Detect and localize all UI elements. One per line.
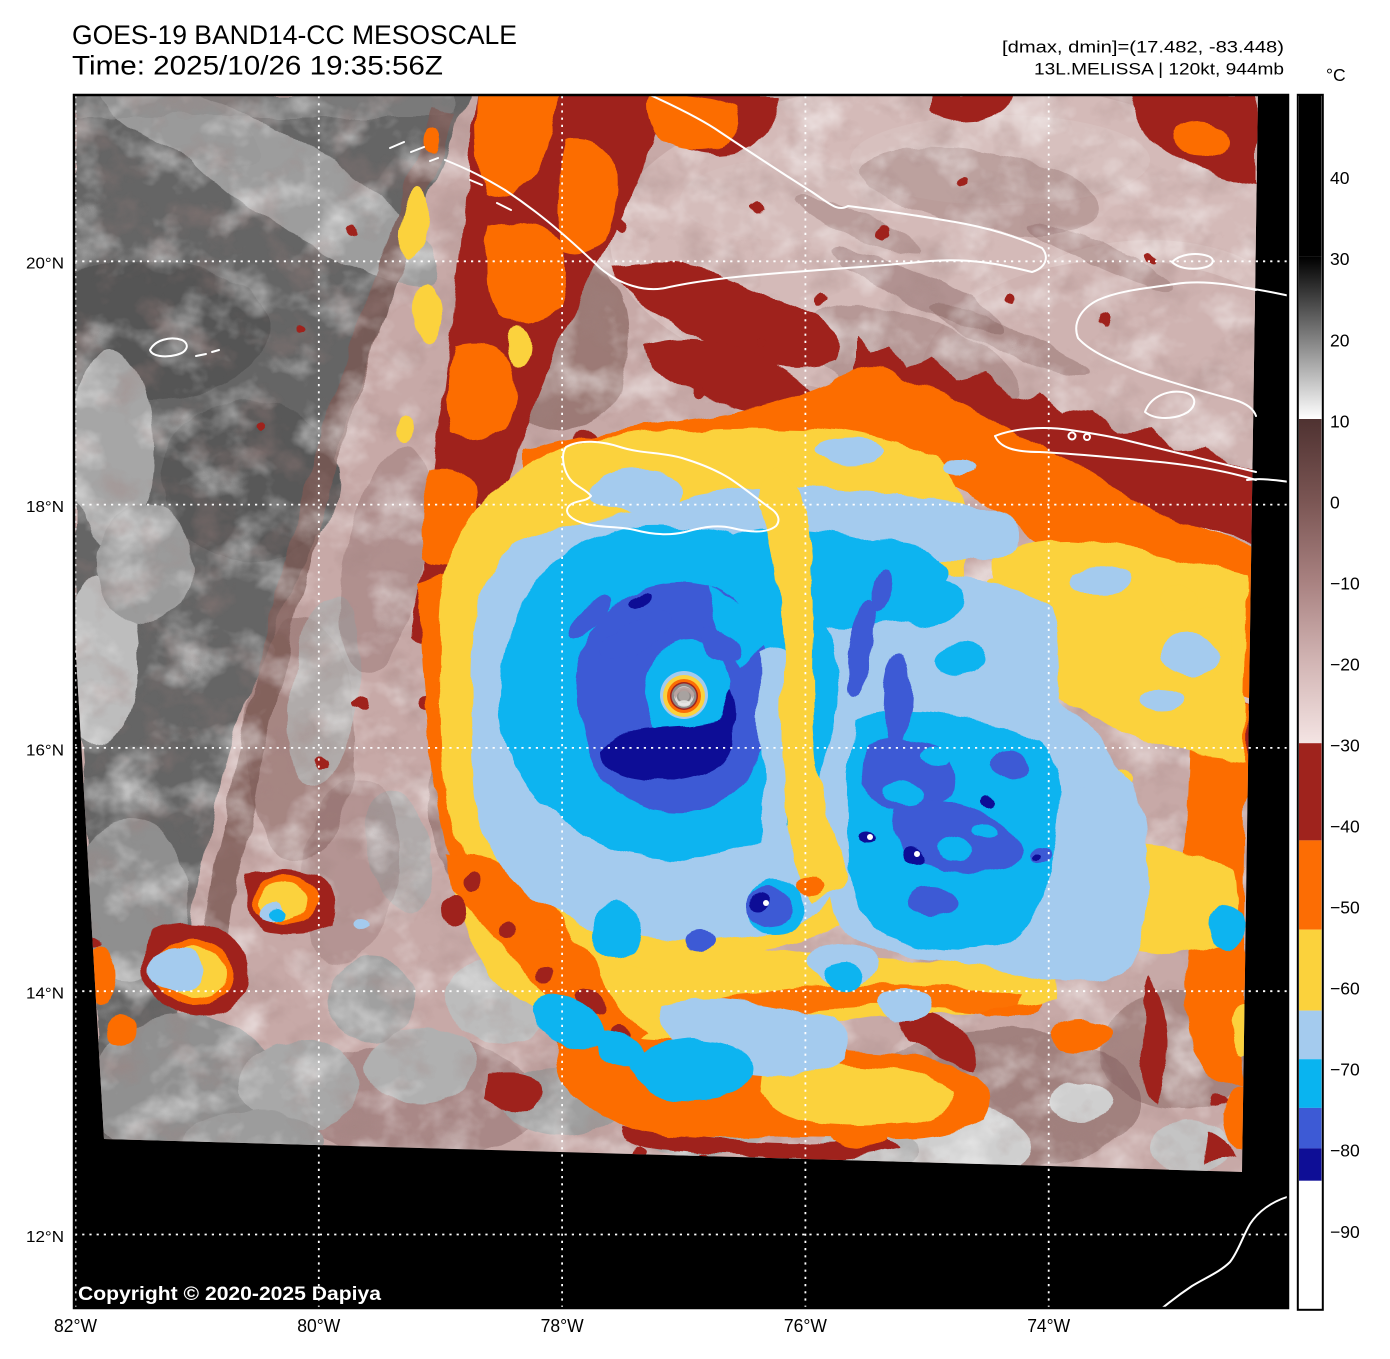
- svg-text:−30: −30: [1330, 736, 1360, 756]
- svg-text:13L.MELISSA | 120kt, 944mb: 13L.MELISSA | 120kt, 944mb: [1034, 60, 1284, 79]
- svg-text:−10: −10: [1330, 573, 1360, 593]
- svg-text:74°W: 74°W: [1027, 1316, 1070, 1336]
- svg-text:−80: −80: [1330, 1141, 1360, 1161]
- svg-text:[dmax, dmin]=(17.482, -83.448): [dmax, dmin]=(17.482, -83.448): [1002, 38, 1284, 57]
- svg-text:14°N: 14°N: [26, 986, 64, 1003]
- svg-text:Copyright © 2020-2025 Dapiya: Copyright © 2020-2025 Dapiya: [78, 1283, 381, 1305]
- svg-text:18°N: 18°N: [26, 499, 64, 516]
- svg-text:−70: −70: [1330, 1060, 1360, 1080]
- svg-text:Time: 2025/10/26 19:35:56Z: Time: 2025/10/26 19:35:56Z: [72, 51, 443, 81]
- svg-text:16°N: 16°N: [26, 742, 64, 759]
- svg-text:82°W: 82°W: [54, 1316, 97, 1336]
- svg-text:−40: −40: [1330, 817, 1360, 837]
- svg-text:40: 40: [1330, 168, 1350, 188]
- svg-text:−60: −60: [1330, 979, 1360, 999]
- svg-text:78°W: 78°W: [541, 1316, 584, 1336]
- svg-text:20: 20: [1330, 330, 1350, 350]
- svg-text:20°N: 20°N: [26, 256, 64, 273]
- svg-text:30: 30: [1330, 249, 1350, 269]
- svg-text:GOES-19 BAND14-CC MESOSCALE: GOES-19 BAND14-CC MESOSCALE: [72, 20, 517, 50]
- svg-text:−90: −90: [1330, 1222, 1360, 1242]
- svg-text:80°W: 80°W: [297, 1316, 340, 1336]
- svg-text:12°N: 12°N: [26, 1229, 64, 1246]
- svg-text:10: 10: [1330, 411, 1350, 431]
- svg-text:−20: −20: [1330, 655, 1360, 675]
- svg-text:−50: −50: [1330, 898, 1360, 918]
- svg-text:0: 0: [1330, 492, 1340, 512]
- svg-text:°C: °C: [1326, 65, 1346, 85]
- svg-text:76°W: 76°W: [784, 1316, 827, 1336]
